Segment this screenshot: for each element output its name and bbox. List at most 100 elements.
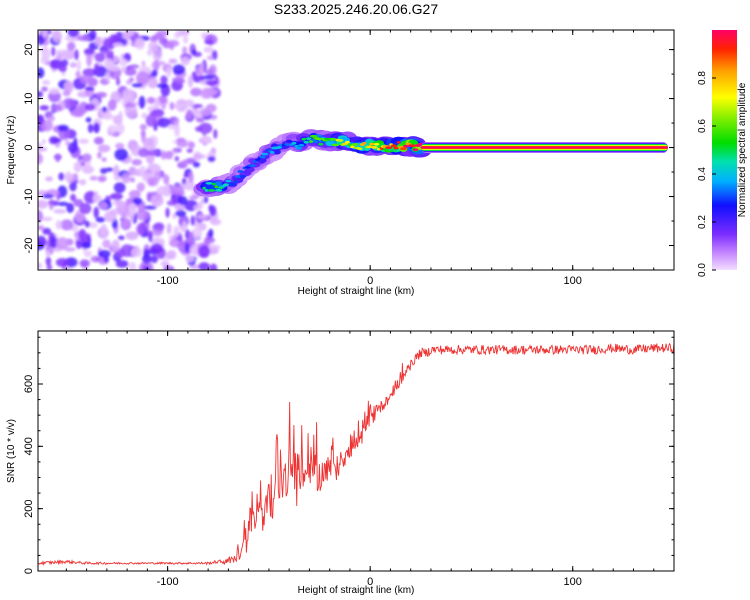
noise-blob [187,171,194,185]
noise-blob [168,235,175,240]
y-tick-label: 600 [23,375,35,393]
noise-blob [189,264,201,270]
noise-blob [49,59,63,70]
noise-blob [167,124,180,130]
noise-blob [41,86,48,92]
noise-blob [51,46,56,57]
noise-blob [186,148,194,153]
noise-blob [116,201,128,214]
noise-blob [55,49,69,56]
spectrogram-x-axis-label: Height of straight line (km) [298,286,415,297]
noise-blob [86,53,92,67]
noise-blob [121,66,127,73]
spectrogram-frame [37,29,675,271]
noise-blob [143,266,150,270]
x-tick-label: 100 [564,576,582,588]
x-tick-label: 100 [564,275,582,287]
ridge-blob [393,146,399,150]
ridge-blob [205,181,213,185]
noise-blob [146,191,152,203]
ridge-blob [202,186,206,190]
noise-blob [187,75,194,88]
noise-blob [209,263,218,270]
noise-blob [80,161,86,167]
noise-blob [120,244,134,257]
noise-blob [150,194,164,207]
snr-y-axis-label: SNR (10 * v/v) [6,419,17,483]
noise-blob [66,202,75,214]
ridge-blob [301,137,307,141]
y-tick-label: 0 [23,144,35,150]
noise-blob [128,140,135,148]
noise-blob [154,97,159,110]
noise-blob [147,49,152,56]
ridge-blob [298,143,305,147]
noise-blob [138,148,149,158]
noise-blob [199,62,205,75]
ridge-blob [291,141,297,145]
ridge-blob [403,144,409,148]
noise-blob [182,46,188,56]
noise-blob [93,136,104,145]
noise-blob [165,207,170,218]
y-tick-label: 0 [23,568,35,574]
noise-blob [42,227,52,235]
noise-blob [46,264,53,270]
noise-blob [100,223,108,237]
ridge-blob [239,174,247,178]
ridge-blob [308,140,314,143]
noise-blob [196,117,205,123]
noise-blob [178,215,190,227]
noise-blob [185,108,193,120]
ridge-blob [259,155,266,159]
noise-blob [169,101,175,111]
noise-blob [94,52,106,63]
noise-blob [169,42,174,51]
noise-blob [115,122,125,135]
ridge-blob [255,158,260,162]
noise-blob [196,214,209,219]
noise-blob [104,58,114,70]
colorbar-tick-label: 0.4 [697,167,708,181]
ridge-blob [336,139,344,142]
ridge-blob [295,146,303,150]
noise-blob [124,67,137,76]
noise-blob [89,175,98,181]
noise-blob [168,238,179,247]
colorbar: 0.0 0.2 0.4 0.6 0.8 Normalized spectral ampl… [697,30,748,277]
ridge-blob [269,151,275,154]
noise-blob [170,184,185,196]
noise-blob [146,149,161,157]
noise-blob [113,175,122,181]
ridge-blob [261,152,269,156]
noise-blob [38,142,43,148]
ridge-blob [385,146,393,150]
noise-blob [128,64,140,69]
noise-blob [138,95,146,109]
noise-blob [89,30,97,41]
chart-title: S233.2025.246.20.06.G27 [274,1,438,17]
noise-blob [49,236,58,249]
noise-blob [115,142,125,150]
noise-blob [160,150,167,160]
noise-blob [55,153,60,163]
noise-blob [150,243,163,254]
ridge-blob [390,144,397,148]
ridge-blob [237,170,244,173]
colorbar-tick-label: 0.0 [697,263,708,277]
snr-ticks: -100 0 100 0 200 400 600 [23,331,675,588]
noise-blob [98,175,107,182]
ridge-blob [373,142,380,146]
y-tick-label: -20 [23,238,35,254]
noise-blob [141,60,146,67]
ridge-blob [350,145,355,149]
noise-blob [153,222,165,231]
ridge-blob [366,145,372,149]
noise-blob [130,177,136,183]
noise-blob [135,209,149,221]
spectrogram-y-axis-label: Frequency (Hz) [6,116,17,185]
noise-blob [163,174,170,185]
y-tick-label: 200 [23,499,35,517]
noise-blob [180,56,191,66]
noise-blob [190,87,202,97]
